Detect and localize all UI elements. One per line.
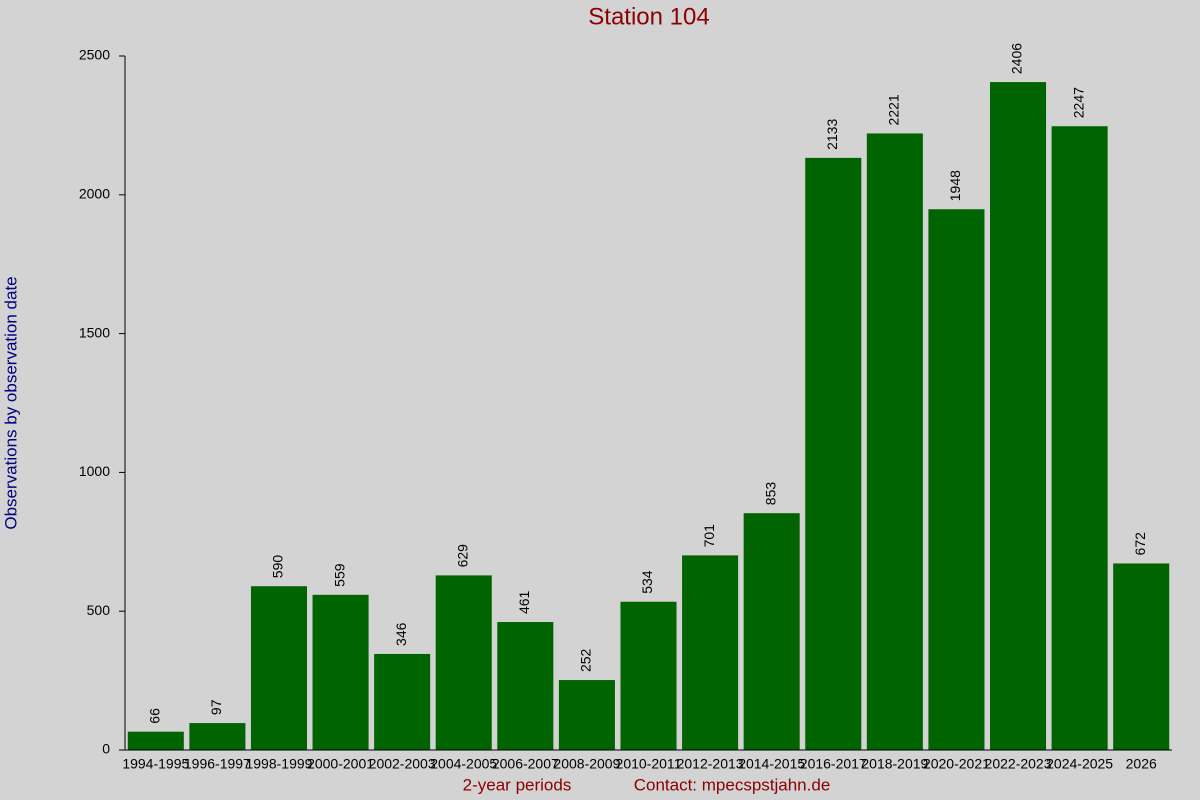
bar <box>620 601 677 750</box>
x-tick-label: 2008-2009 <box>553 756 620 772</box>
bar <box>805 157 862 750</box>
bar <box>250 586 307 750</box>
y-tick-label: 1500 <box>79 324 110 340</box>
x-tick-label: 2004-2005 <box>430 756 497 772</box>
x-axis-label: 2-year periods <box>463 775 572 794</box>
x-tick-label: 2012-2013 <box>677 756 744 772</box>
value-label: 2247 <box>1070 87 1086 118</box>
bar <box>928 209 985 750</box>
value-label: 701 <box>701 524 717 548</box>
bar <box>127 731 184 750</box>
y-tick-label: 1000 <box>79 463 110 479</box>
x-tick-label: 2018-2019 <box>861 756 928 772</box>
value-label: 1948 <box>947 170 963 201</box>
annotation: Contact: mpecspstjahn.de <box>634 775 831 794</box>
x-tick-label: 1996-1997 <box>184 756 251 772</box>
y-tick-label: 0 <box>102 741 110 757</box>
value-label: 461 <box>516 590 532 614</box>
x-tick-label: 2020-2021 <box>923 756 990 772</box>
value-label: 2221 <box>886 94 902 125</box>
x-tick-label: 1994-1995 <box>122 756 189 772</box>
x-tick-label: 2026 <box>1126 756 1157 772</box>
value-label: 97 <box>208 699 224 715</box>
bar <box>1113 563 1170 750</box>
bar <box>189 723 246 750</box>
x-tick-label: 2014-2015 <box>738 756 805 772</box>
value-label: 2406 <box>1009 43 1025 74</box>
bar <box>374 653 431 750</box>
x-tick-label: 2000-2001 <box>307 756 374 772</box>
y-tick-label: 2500 <box>79 47 110 63</box>
bar <box>435 575 492 750</box>
value-label: 346 <box>393 622 409 646</box>
x-tick-label: 2024-2025 <box>1046 756 1113 772</box>
bar <box>312 594 369 750</box>
x-tick-label: 2016-2017 <box>800 756 867 772</box>
bar <box>682 555 739 750</box>
value-label: 2133 <box>824 119 840 150</box>
value-label: 853 <box>762 482 778 506</box>
value-label: 672 <box>1132 532 1148 556</box>
value-label: 629 <box>454 544 470 568</box>
x-tick-label: 1998-1999 <box>245 756 312 772</box>
x-tick-label: 2010-2011 <box>616 756 682 772</box>
y-tick-label: 500 <box>87 602 111 618</box>
bar <box>743 513 800 750</box>
value-label: 559 <box>331 563 347 587</box>
bar <box>866 133 923 751</box>
value-label: 534 <box>639 570 655 594</box>
y-axis-label: Observations by observation date <box>1 276 20 529</box>
x-tick-label: 2022-2023 <box>985 756 1052 772</box>
x-tick-label: 2006-2007 <box>492 756 559 772</box>
bar <box>990 82 1047 750</box>
bar <box>1051 126 1108 751</box>
value-label: 590 <box>270 555 286 579</box>
bar <box>497 622 554 750</box>
y-tick-label: 2000 <box>79 186 110 202</box>
value-label: 252 <box>578 648 594 672</box>
bar <box>558 680 615 750</box>
x-tick-label: 2002-2003 <box>369 756 436 772</box>
chart-title: Station 104 <box>588 3 709 30</box>
value-label: 66 <box>146 708 162 724</box>
